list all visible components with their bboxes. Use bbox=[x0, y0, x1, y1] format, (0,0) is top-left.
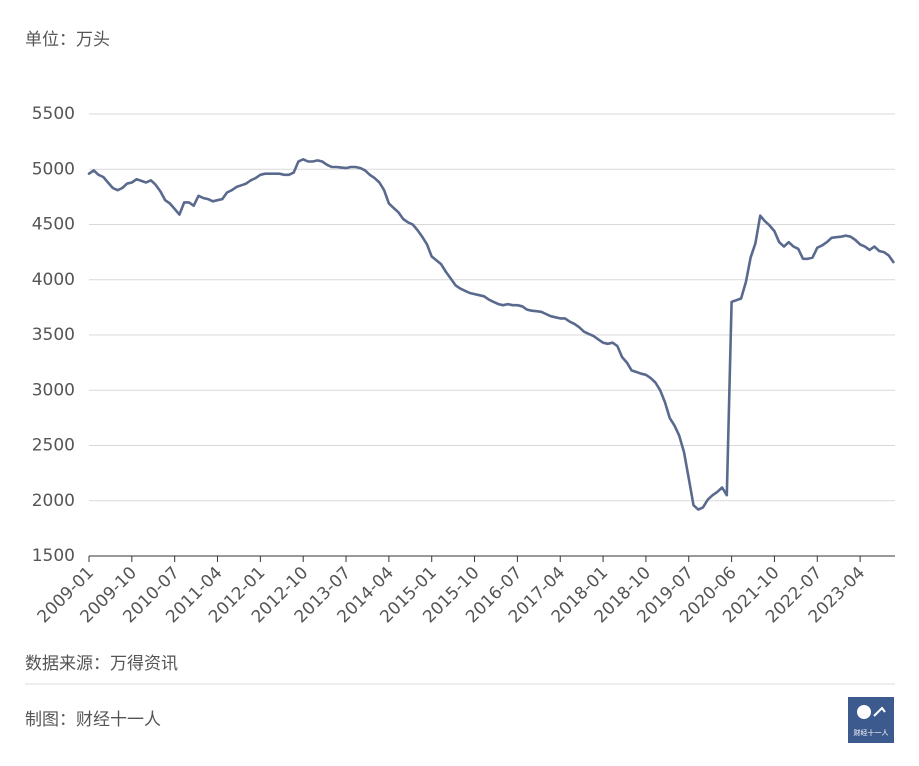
y-tick-label: 4000 bbox=[32, 270, 75, 290]
y-tick-label: 4500 bbox=[32, 215, 75, 235]
data-line bbox=[87, 158, 895, 511]
credit-note: 制图：财经十一人 bbox=[25, 710, 161, 730]
logo-text: 财经十一人 bbox=[854, 728, 889, 737]
y-tick-label: 5500 bbox=[32, 104, 75, 124]
logo: 财经十一人 bbox=[848, 697, 894, 743]
y-tick-label: 1500 bbox=[32, 546, 75, 566]
unit-label: 单位：万头 bbox=[25, 30, 110, 50]
source-note: 数据来源：万得资讯 bbox=[25, 654, 178, 674]
logo-globe bbox=[857, 705, 871, 719]
logo-box bbox=[848, 697, 894, 743]
y-tick-label: 5000 bbox=[32, 159, 75, 179]
logo-figure bbox=[873, 706, 886, 717]
y-tick-label: 2500 bbox=[32, 436, 75, 456]
y-tick-label: 3000 bbox=[32, 380, 75, 400]
y-tick-label: 3500 bbox=[32, 325, 75, 345]
y-tick-label: 2000 bbox=[32, 491, 75, 511]
